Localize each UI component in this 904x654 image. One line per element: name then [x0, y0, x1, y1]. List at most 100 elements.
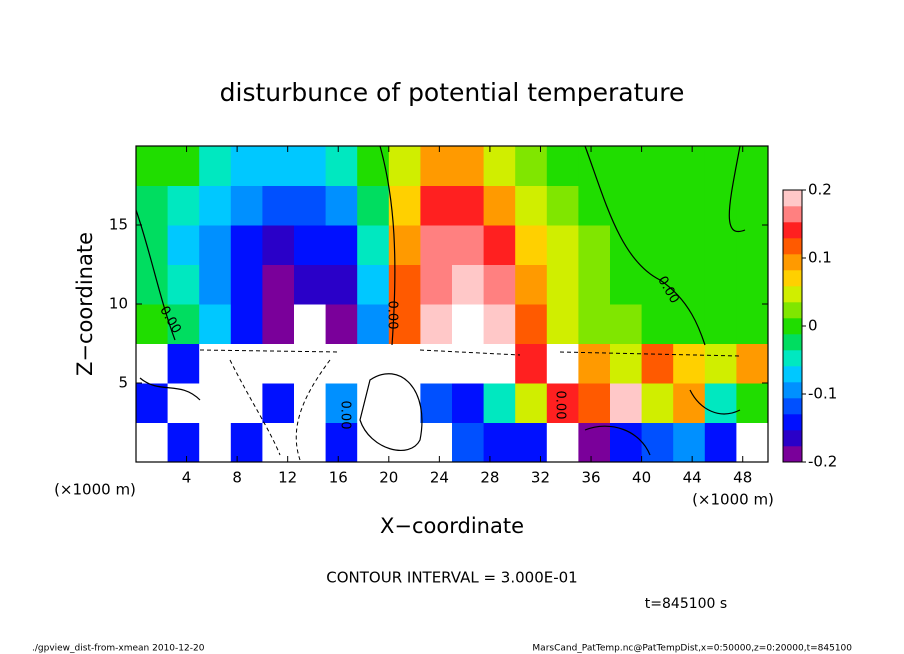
x-tick-label: 36: [581, 469, 600, 487]
heatmap-cell: [230, 422, 263, 463]
y-tick-label: 15: [109, 216, 128, 234]
heatmap-cell: [578, 264, 611, 305]
heatmap-cell: [136, 304, 169, 344]
heatmap-cell: [325, 304, 358, 344]
heatmap-cell: [199, 343, 232, 384]
heatmap-cell: [546, 185, 579, 226]
heatmap-cell: [736, 304, 769, 344]
x-tick-label: 4: [182, 469, 192, 487]
x-tick-label: 32: [531, 469, 550, 487]
heatmap-cell: [578, 225, 611, 265]
heatmap-cell: [262, 225, 295, 265]
heatmap-cell: [452, 343, 485, 384]
contour-line: [199, 349, 741, 461]
colorbar-tick-label: 0.2: [808, 181, 832, 199]
heatmap-cell: [704, 225, 737, 265]
heatmap-cell: [673, 343, 706, 384]
heatmap-cell: [357, 422, 390, 463]
heatmap-cell: [420, 185, 453, 226]
footer-left: ./gpview_dist-from-xmean 2010-12-20: [32, 644, 205, 654]
heatmap-cell: [452, 185, 485, 226]
x-tick-label: 20: [379, 469, 398, 487]
heatmap-cell: [704, 146, 737, 186]
heatmap-cell: [483, 343, 516, 384]
heatmap-cell: [641, 383, 674, 423]
heatmap-cell: [167, 225, 200, 265]
heatmap-cell: [483, 225, 516, 265]
colorbar-band: [783, 254, 802, 271]
heatmap-cell: [294, 185, 327, 226]
colorbar-band: [783, 190, 802, 207]
heatmap-cell: [167, 304, 200, 344]
x-tick-label: 16: [329, 469, 348, 487]
chart-title: disturbunce of potential temperature: [220, 78, 685, 107]
colorbar: -0.2 -0.1 0 0.1 0.2: [782, 181, 837, 471]
heatmap-cell: [641, 146, 674, 186]
x-tick-label: 24: [430, 469, 449, 487]
contour-interval: CONTOUR INTERVAL = 3.000E-01: [326, 569, 577, 587]
contour-line: [139, 373, 741, 456]
heatmap-cell: [610, 422, 643, 463]
colorbar-tick-label: 0: [808, 317, 818, 335]
heatmap-cell: [167, 383, 200, 423]
heatmap-cell: [136, 225, 169, 265]
heatmap-cell: [578, 146, 611, 186]
heatmap-cell: [578, 343, 611, 384]
heatmap-cell: [546, 264, 579, 305]
heatmap-cell: [673, 185, 706, 226]
heatmap-cell: [420, 422, 453, 463]
heatmap-cell: [388, 185, 421, 226]
colorbar-band: [783, 366, 802, 383]
heatmap-cell: [515, 304, 548, 344]
x-unit: (×1000 m): [692, 491, 774, 509]
heatmap-cell: [452, 422, 485, 463]
heatmap-cell: [199, 422, 232, 463]
colorbar-band: [783, 350, 802, 367]
heatmap-cell: [673, 383, 706, 423]
heatmap-cell: [578, 422, 611, 463]
heatmap-cell: [136, 146, 169, 186]
footer-right: MarsCand_PatTemp.nc@PatTempDist,x=0:5000…: [532, 644, 852, 654]
heatmap-cell: [357, 225, 390, 265]
heatmap-cell: [262, 383, 295, 423]
heatmap-cell: [610, 146, 643, 186]
heatmap-cell: [515, 343, 548, 384]
heatmap-cell: [230, 343, 263, 384]
heatmap-cell: [230, 185, 263, 226]
heatmap-cell: [199, 185, 232, 226]
heatmap-cell: [673, 146, 706, 186]
heatmap-cell: [230, 146, 263, 186]
heatmap-cell: [641, 304, 674, 344]
heatmap-cell: [704, 343, 737, 384]
x-tick-label: 48: [733, 469, 752, 487]
heatmap-cell: [420, 146, 453, 186]
contour-label: 0.00: [553, 391, 568, 420]
heatmap-cell: [546, 383, 579, 423]
heatmap-cell: [325, 383, 358, 423]
heatmap-cell: [452, 146, 485, 186]
time-label: t=845100 s: [645, 596, 727, 612]
heatmap-cell: [736, 264, 769, 305]
colorbar-band: [783, 270, 802, 287]
heatmap-cell: [736, 422, 769, 463]
heatmap-cell: [325, 343, 358, 384]
x-unit: (×1000 m): [54, 481, 136, 499]
colorbar-band: [783, 222, 802, 239]
heatmap-cell: [578, 304, 611, 344]
heatmap-cell: [546, 146, 579, 186]
x-tick-label: 44: [683, 469, 702, 487]
heatmap-cell: [230, 304, 263, 344]
heatmap-cell: [515, 225, 548, 265]
heatmap-cell: [610, 343, 643, 384]
heatmap-cell: [483, 185, 516, 226]
heatmap-cell: [452, 383, 485, 423]
x-tick-label: 8: [232, 469, 242, 487]
heatmap-cell: [294, 264, 327, 305]
colorbar-band: [783, 286, 802, 303]
heatmap-cell: [673, 225, 706, 265]
heatmap-cell: [420, 304, 453, 344]
heatmap-cell: [704, 264, 737, 305]
heatmap-cell: [357, 343, 390, 384]
heatmap-cell: [262, 146, 295, 186]
